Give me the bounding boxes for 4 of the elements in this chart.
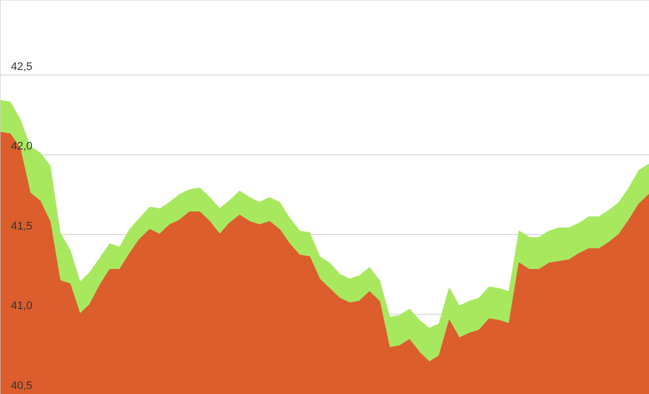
y-tick-label: 41,5 [11, 220, 32, 232]
y-tick-label: 42,5 [11, 60, 32, 73]
y-tick-label: 41,0 [11, 300, 32, 312]
y-tick-label: 40,5 [11, 380, 32, 392]
